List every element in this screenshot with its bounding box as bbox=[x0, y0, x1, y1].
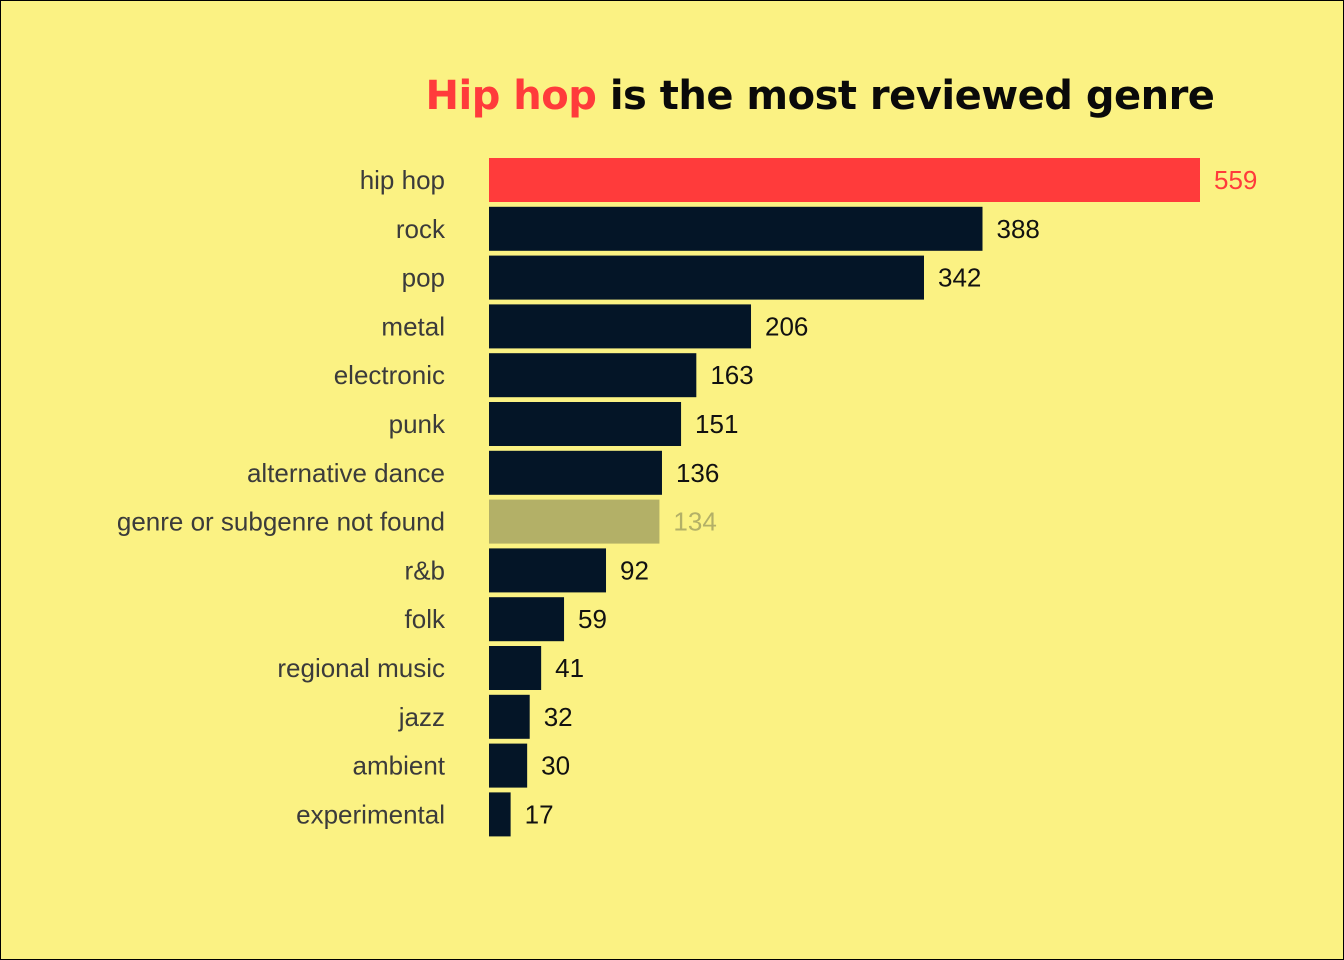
bar-8 bbox=[489, 548, 607, 593]
category-label-10: regional music bbox=[277, 653, 445, 683]
value-label-0: 559 bbox=[1214, 165, 1257, 195]
category-label-0: hip hop bbox=[360, 165, 445, 195]
category-label-2: pop bbox=[402, 263, 445, 293]
bar-9 bbox=[489, 597, 565, 642]
value-label-8: 92 bbox=[620, 555, 649, 585]
category-label-11: jazz bbox=[398, 702, 445, 732]
value-label-1: 388 bbox=[997, 214, 1040, 244]
category-label-7: genre or subgenre not found bbox=[117, 507, 445, 537]
value-label-7: 134 bbox=[673, 507, 716, 537]
bar-11 bbox=[489, 694, 530, 739]
bar-4 bbox=[489, 353, 697, 398]
value-label-5: 151 bbox=[695, 409, 738, 439]
value-label-4: 163 bbox=[710, 360, 753, 390]
chart-title-rest: is the most reviewed genre bbox=[596, 73, 1215, 119]
category-label-12: ambient bbox=[353, 751, 446, 781]
bar-2 bbox=[489, 255, 924, 300]
category-label-4: electronic bbox=[334, 360, 445, 390]
value-label-11: 32 bbox=[544, 702, 573, 732]
category-label-9: folk bbox=[405, 604, 446, 634]
value-label-13: 17 bbox=[525, 799, 554, 829]
bar-7 bbox=[489, 499, 660, 544]
category-label-5: punk bbox=[389, 409, 446, 439]
bar-10 bbox=[489, 646, 542, 690]
bar-0 bbox=[489, 158, 1200, 202]
bar-6 bbox=[489, 450, 662, 495]
category-label-6: alternative dance bbox=[247, 458, 445, 488]
value-label-9: 59 bbox=[578, 604, 607, 634]
category-label-1: rock bbox=[396, 214, 446, 244]
value-label-6: 136 bbox=[676, 458, 719, 488]
category-label-8: r&b bbox=[405, 555, 445, 585]
bar-13 bbox=[489, 792, 511, 837]
value-label-2: 342 bbox=[938, 263, 981, 293]
category-label-3: metal bbox=[381, 311, 445, 341]
bar-1 bbox=[489, 206, 983, 251]
bar-3 bbox=[489, 304, 752, 349]
bar-12 bbox=[489, 743, 528, 788]
value-label-12: 30 bbox=[541, 751, 570, 781]
value-label-3: 206 bbox=[765, 311, 808, 341]
value-label-10: 41 bbox=[555, 653, 584, 683]
category-label-13: experimental bbox=[296, 799, 445, 829]
chart-title: Hip hop is the most reviewed genre bbox=[1, 73, 1344, 119]
chart-title-highlight: Hip hop bbox=[425, 73, 597, 119]
bar-5 bbox=[489, 402, 682, 446]
